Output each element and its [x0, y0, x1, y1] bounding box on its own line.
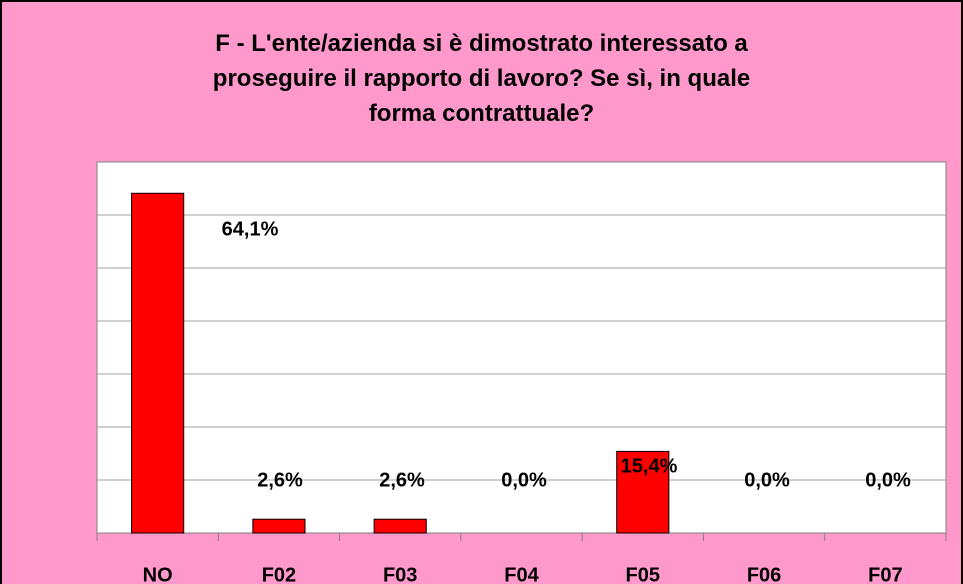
data-label: 2,6% [379, 469, 425, 491]
bar [373, 518, 427, 534]
x-tick-label: F07 [868, 564, 902, 584]
bar [131, 192, 185, 534]
x-tick-label: F04 [504, 564, 539, 584]
x-tick-label: F03 [383, 564, 417, 584]
data-label: 2,6% [257, 469, 303, 491]
bar [616, 450, 670, 534]
x-tick-label: F05 [626, 564, 660, 584]
x-tick-label: F06 [747, 564, 781, 584]
data-label: 0,0% [501, 469, 547, 491]
data-label: 15,4% [621, 455, 678, 477]
x-tick-label: F02 [262, 564, 296, 584]
data-label: 0,0% [865, 469, 911, 491]
data-label: 64,1% [222, 218, 279, 240]
bar [252, 518, 306, 534]
x-tick-label: NO [143, 564, 173, 584]
data-label: 0,0% [744, 469, 790, 491]
chart-title: F - L'ente/azienda si è dimostrato inter… [212, 30, 751, 127]
